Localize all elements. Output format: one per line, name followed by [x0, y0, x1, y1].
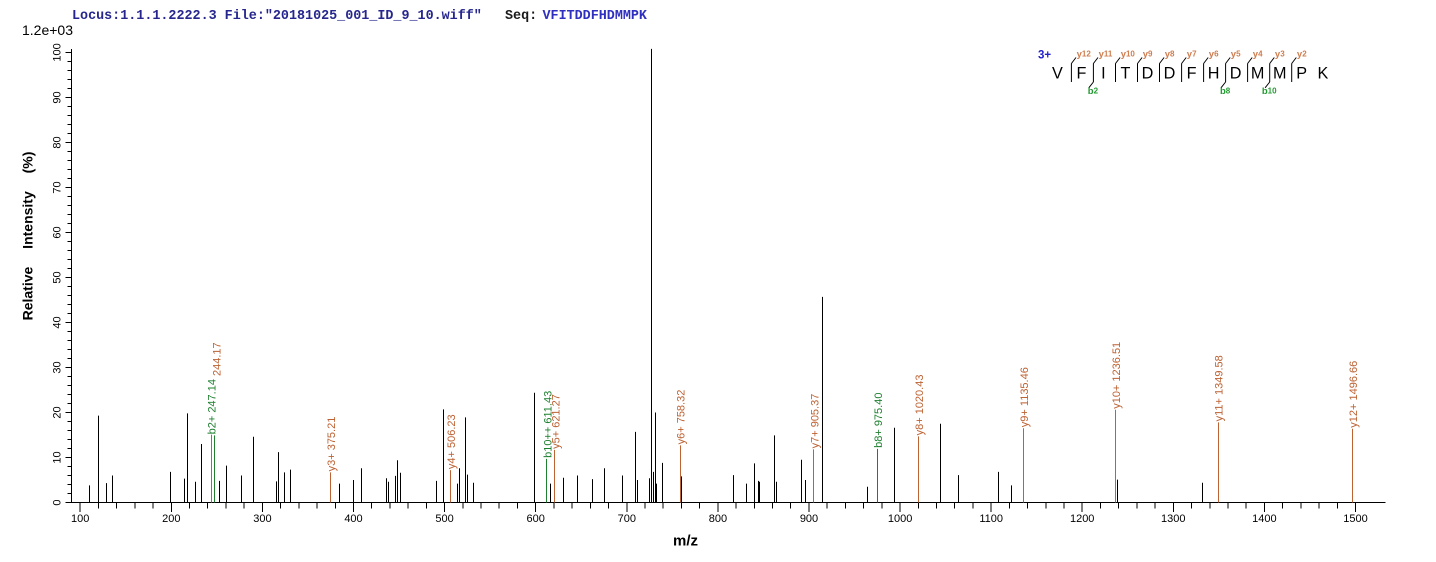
- svg-text:y10: y10: [1121, 49, 1136, 60]
- svg-text:500: 500: [435, 513, 453, 525]
- svg-text:y3: y3: [1275, 49, 1285, 60]
- svg-text:100: 100: [52, 43, 64, 61]
- svg-text:1300: 1300: [1161, 513, 1185, 525]
- svg-text:I: I: [1101, 64, 1106, 82]
- svg-text:y3+ 375.21: y3+ 375.21: [326, 417, 338, 472]
- svg-text:1200: 1200: [1070, 513, 1094, 525]
- svg-text:1400: 1400: [1252, 513, 1276, 525]
- svg-text:b2+ 247.14: b2+ 247.14: [207, 379, 219, 434]
- svg-text:Relative Intensity (%): Relative Intensity (%): [20, 152, 36, 321]
- svg-text:D: D: [1230, 64, 1242, 82]
- svg-text:b2: b2: [1088, 86, 1099, 97]
- svg-text:b8+ 975.40: b8+ 975.40: [873, 393, 885, 448]
- svg-text:D: D: [1164, 64, 1176, 82]
- svg-text:y7: y7: [1187, 49, 1197, 60]
- svg-text:y9: y9: [1143, 49, 1153, 60]
- svg-text:M: M: [1251, 64, 1264, 82]
- svg-text:y8: y8: [1165, 49, 1175, 60]
- svg-text:m/z: m/z: [673, 533, 698, 550]
- svg-text:M: M: [1273, 64, 1286, 82]
- svg-text:1500: 1500: [1343, 513, 1367, 525]
- svg-text:700: 700: [618, 513, 636, 525]
- svg-text:y11: y11: [1099, 49, 1113, 60]
- svg-text:200: 200: [162, 513, 180, 525]
- svg-text:y8+ 1020.43: y8+ 1020.43: [914, 375, 926, 436]
- svg-text:H: H: [1208, 64, 1220, 82]
- svg-text:80: 80: [52, 136, 64, 148]
- svg-text:y10+ 1236.51: y10+ 1236.51: [1111, 342, 1123, 409]
- svg-text:90: 90: [52, 91, 64, 103]
- svg-text:70: 70: [52, 181, 64, 193]
- svg-text:30: 30: [52, 361, 64, 373]
- svg-text:Locus:1.1.1.2222.3 File:"20181: Locus:1.1.1.2222.3 File:"20181025_001_ID…: [72, 9, 482, 24]
- svg-text:40: 40: [52, 316, 64, 328]
- svg-text:y4+ 506.23: y4+ 506.23: [446, 414, 458, 469]
- svg-text:y6+ 758.32: y6+ 758.32: [676, 390, 688, 445]
- svg-text:100: 100: [71, 513, 89, 525]
- svg-text:Seq:: Seq:: [505, 9, 537, 24]
- svg-text:600: 600: [527, 513, 545, 525]
- svg-text:60: 60: [52, 226, 64, 238]
- svg-text:F: F: [1076, 64, 1086, 82]
- svg-text:y9+ 1135.46: y9+ 1135.46: [1019, 367, 1031, 427]
- svg-text:P: P: [1296, 64, 1307, 82]
- svg-text:V: V: [1052, 64, 1063, 82]
- svg-text:y11+ 1349.58: y11+ 1349.58: [1214, 355, 1226, 421]
- svg-text:y6: y6: [1209, 49, 1219, 60]
- svg-text:b10: b10: [1262, 86, 1277, 97]
- svg-text:y5: y5: [1231, 49, 1241, 60]
- svg-text:0: 0: [52, 499, 64, 505]
- svg-text:900: 900: [800, 513, 818, 525]
- svg-text:50: 50: [52, 271, 64, 283]
- svg-text:400: 400: [344, 513, 362, 525]
- svg-text:T: T: [1121, 64, 1131, 82]
- svg-text:800: 800: [709, 513, 727, 525]
- svg-text:b8: b8: [1220, 86, 1231, 97]
- svg-text:VFITDDFHDMMPK: VFITDDFHDMMPK: [543, 9, 648, 24]
- svg-text:10: 10: [52, 451, 64, 463]
- svg-text:b10++ 611.43: b10++ 611.43: [542, 391, 554, 458]
- svg-text:y12+ 1496.66: y12+ 1496.66: [1348, 361, 1360, 428]
- svg-text:1100: 1100: [979, 513, 1003, 525]
- svg-text:3+: 3+: [1038, 50, 1051, 62]
- svg-text:F: F: [1187, 64, 1197, 82]
- svg-text:y5+ 621.27: y5+ 621.27: [550, 394, 562, 449]
- svg-text:244.17: 244.17: [212, 342, 224, 376]
- svg-text:y4: y4: [1253, 49, 1263, 60]
- svg-text:20: 20: [52, 406, 64, 418]
- svg-text:1.2e+03: 1.2e+03: [22, 22, 73, 38]
- svg-text:y7+ 905.37: y7+ 905.37: [809, 394, 821, 449]
- svg-text:y12: y12: [1077, 49, 1092, 60]
- svg-text:300: 300: [253, 513, 271, 525]
- svg-text:1000: 1000: [888, 513, 912, 525]
- svg-text:K: K: [1317, 64, 1328, 82]
- svg-text:y2: y2: [1297, 49, 1307, 60]
- svg-text:D: D: [1142, 64, 1154, 82]
